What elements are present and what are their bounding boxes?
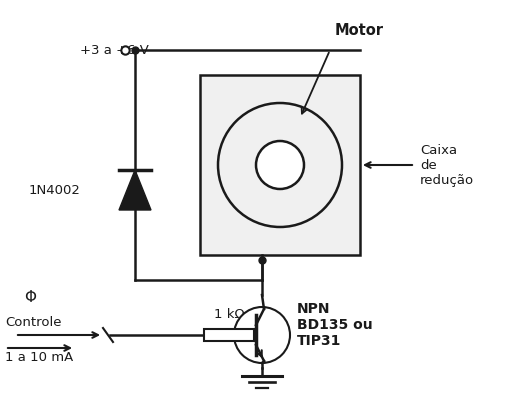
Circle shape: [256, 141, 304, 189]
Text: Caixa
de
redução: Caixa de redução: [420, 143, 474, 186]
Text: +3 a +6 V: +3 a +6 V: [80, 43, 149, 56]
Bar: [204, 329, 254, 341]
Circle shape: [234, 307, 290, 363]
Bar: [200, 75, 360, 255]
Text: 1 kΩ: 1 kΩ: [214, 308, 244, 321]
Polygon shape: [119, 170, 151, 210]
Circle shape: [218, 103, 342, 227]
Text: Controle: Controle: [5, 316, 61, 329]
Text: 1 a 10 mA: 1 a 10 mA: [5, 351, 73, 364]
Text: Φ: Φ: [24, 291, 36, 306]
Text: 1N4002: 1N4002: [28, 183, 80, 196]
Text: Motor: Motor: [335, 23, 384, 38]
Text: NPN
BD135 ou
TIP31: NPN BD135 ou TIP31: [297, 302, 373, 348]
